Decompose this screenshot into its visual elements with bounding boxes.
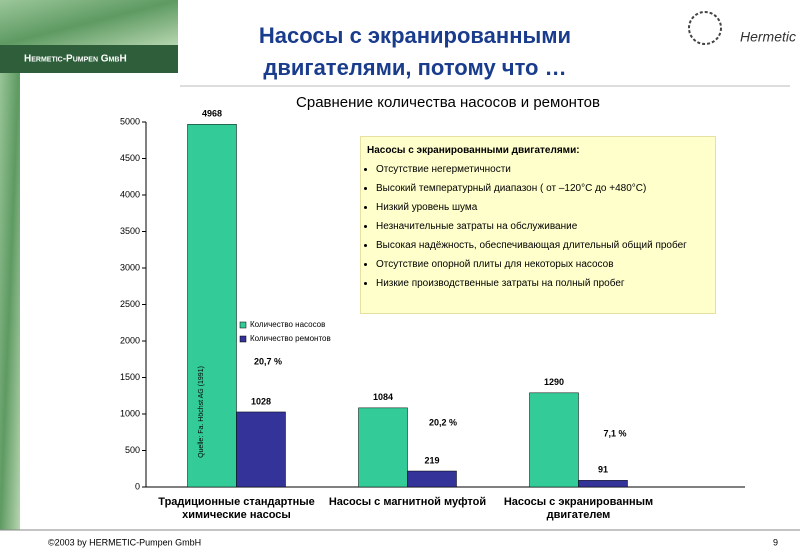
source-note: Quelle: Fa. Höchst AG (1991) xyxy=(198,366,205,458)
y-tick-label: 3500 xyxy=(120,226,140,236)
y-tick-label: 1000 xyxy=(120,408,140,418)
y-tick-label: 0 xyxy=(135,481,140,491)
legend-label: Количество насосов xyxy=(250,320,325,329)
slide-title: Насосы с экранированными xyxy=(259,23,571,48)
y-tick-label: 1500 xyxy=(120,372,140,382)
legend: Количество насосов Количество ремонтов xyxy=(239,320,331,343)
bar xyxy=(358,407,408,488)
value-label: 219 xyxy=(424,455,439,465)
callout-item: Высокий температурный диапазон ( от –120… xyxy=(376,179,709,198)
callout-item: Отсутствие негерметичности xyxy=(376,160,709,179)
bar xyxy=(236,411,286,488)
header-image xyxy=(0,0,178,45)
callout-list: Отсутствие негерметичностиВысокий темпер… xyxy=(367,160,709,293)
callout-item: Низкие производственные затраты на полны… xyxy=(376,274,709,293)
callout-item: Низкий уровень шума xyxy=(376,198,709,217)
annotation: 20,2 % xyxy=(429,417,457,427)
value-label: 1084 xyxy=(373,392,393,402)
y-tick-label: 2500 xyxy=(120,299,140,309)
company-name: Hermetic-Pumpen GmbH xyxy=(24,54,127,65)
side-strip xyxy=(0,45,20,530)
logo-text: Hermetic xyxy=(740,29,796,45)
bar xyxy=(407,470,457,488)
bar xyxy=(578,480,628,488)
value-label: 4968 xyxy=(202,109,222,119)
y-tick-label: 500 xyxy=(125,445,140,455)
legend-swatch xyxy=(239,335,247,343)
callout-item: Высокая надёжность, обеспечивающая длите… xyxy=(376,236,709,255)
chart-title: Сравнение количества насосов и ремонтов xyxy=(296,94,600,111)
callout-heading: Насосы с экранированными двигателями: xyxy=(367,145,580,156)
annotation: 20,7 % xyxy=(254,356,282,366)
callout-item: Незначительные затраты на обслуживание xyxy=(376,217,709,236)
value-label: 1290 xyxy=(544,377,564,387)
callout-box: Насосы с экранированными двигателями: От… xyxy=(360,136,716,314)
legend-label: Количество ремонтов xyxy=(250,334,331,343)
y-tick-label: 5000 xyxy=(120,116,140,126)
bar xyxy=(187,124,237,488)
page-number: 9 xyxy=(773,537,778,547)
company-band xyxy=(0,45,178,73)
y-tick-label: 3000 xyxy=(120,262,140,272)
x-tick-label: Традиционные стандартные химические насо… xyxy=(158,496,315,521)
legend-swatch xyxy=(239,321,247,329)
x-tick-label: Насосы с магнитной муфтой xyxy=(328,496,487,508)
annotation: 7,1 % xyxy=(603,428,626,438)
logo-gear xyxy=(688,11,722,45)
value-label: 91 xyxy=(598,465,608,475)
y-tick-label: 4000 xyxy=(120,189,140,199)
bar xyxy=(529,392,579,488)
copyright: ©2003 by HERMETIC-Pumpen GmbH xyxy=(48,537,201,547)
slide-title: двигателями, потому что … xyxy=(263,55,566,80)
callout-item: Отсутствие опорной плиты для некоторых н… xyxy=(376,255,709,274)
y-tick-label: 2000 xyxy=(120,335,140,345)
value-label: 1028 xyxy=(251,396,271,406)
x-tick-label: Насосы с экранированным двигателем xyxy=(503,496,654,521)
y-tick-label: 4500 xyxy=(120,153,140,163)
